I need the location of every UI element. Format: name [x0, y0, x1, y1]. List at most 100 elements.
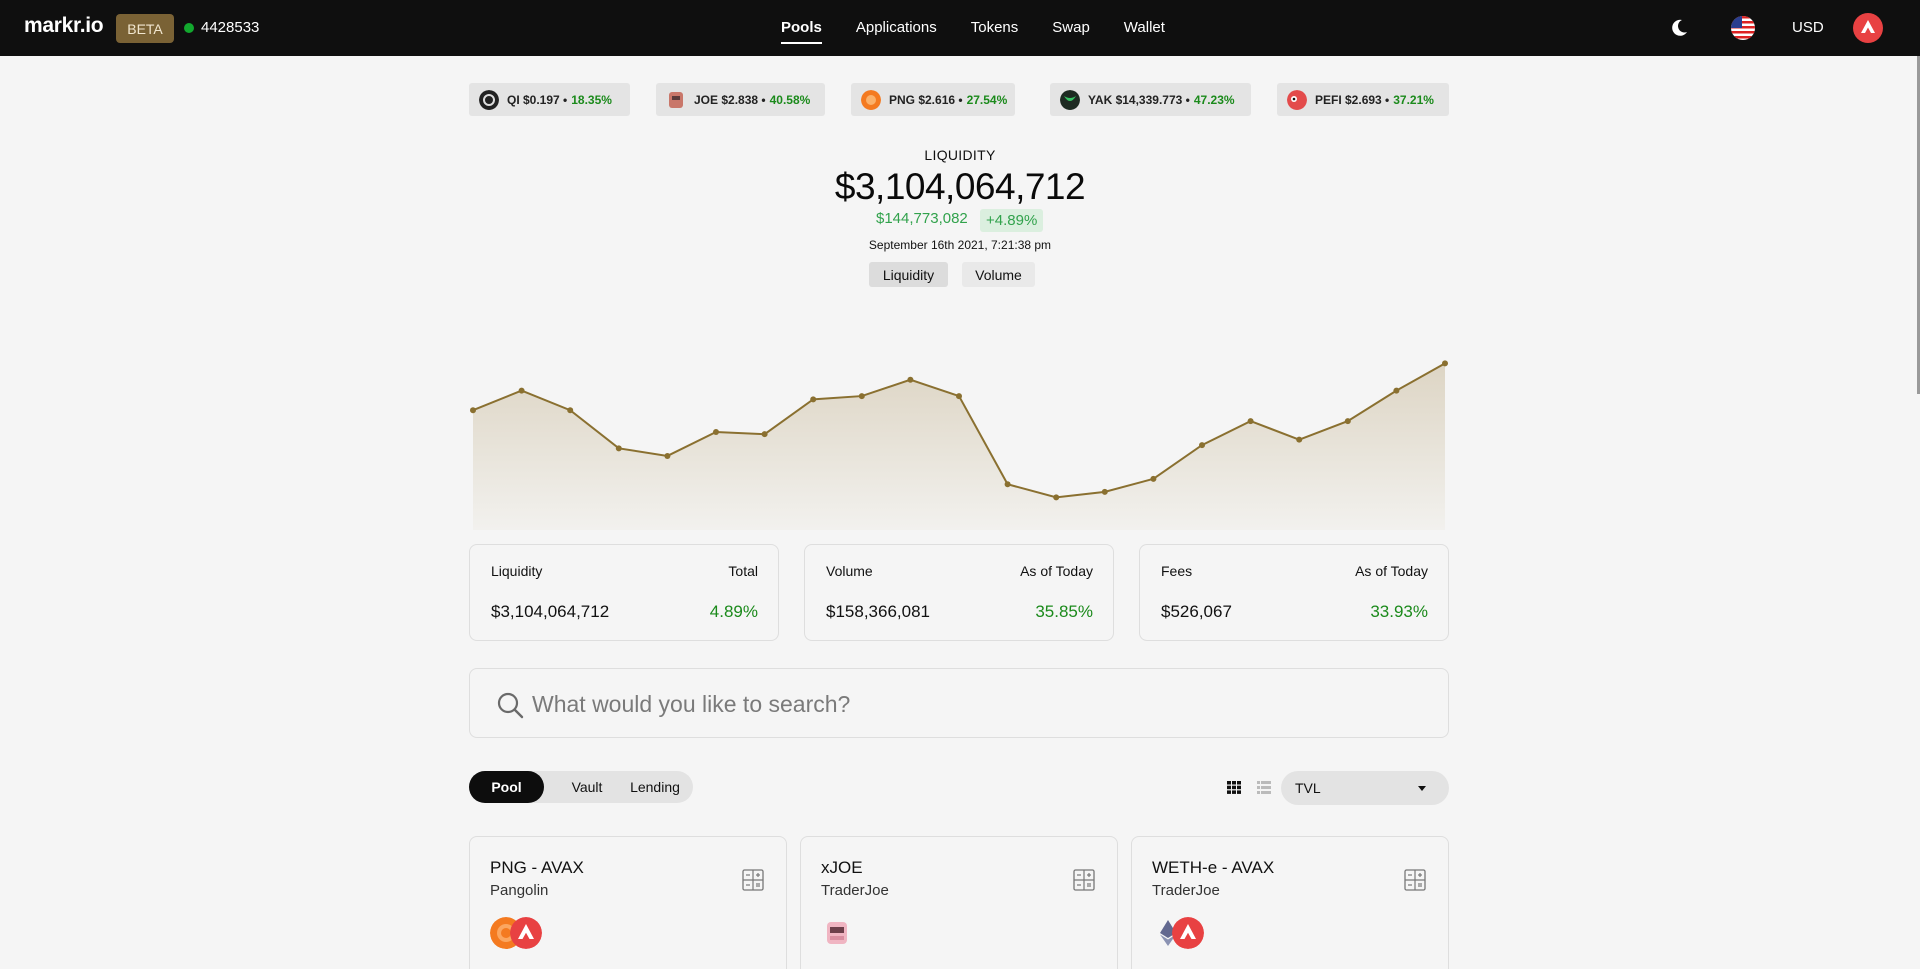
sort-value: TVL	[1295, 780, 1321, 796]
chart-point[interactable]	[956, 393, 962, 400]
chart-point[interactable]	[518, 387, 525, 394]
chart-point[interactable]	[1004, 481, 1011, 488]
volume-toggle[interactable]: Volume	[962, 262, 1035, 287]
pool-dex: Pangolin	[490, 882, 549, 899]
avax-token-icon	[1172, 917, 1204, 949]
xjoe-token-icon	[827, 922, 847, 944]
stat-value: $158,366,081	[826, 602, 930, 621]
nav-tokens[interactable]: Tokens	[970, 19, 1019, 36]
stat-label: Fees	[1161, 563, 1193, 579]
stat-sublabel: As of Today	[1355, 563, 1428, 579]
nav-swap[interactable]: Swap	[1052, 19, 1090, 36]
chart-point[interactable]	[858, 393, 865, 400]
nav-applications[interactable]: Applications	[855, 19, 937, 36]
weth-token-icon	[1160, 920, 1176, 946]
joe-token-icon	[669, 91, 683, 108]
chart-point[interactable]	[470, 407, 476, 414]
chart-area	[473, 363, 1445, 530]
chart-point[interactable]	[1393, 387, 1400, 394]
search-input[interactable]	[532, 687, 1412, 721]
chart-point[interactable]	[1247, 418, 1254, 425]
chart-point[interactable]	[713, 429, 719, 435]
list-view-icon[interactable]	[1257, 781, 1271, 794]
hero-value: $3,104,064,712	[834, 166, 1086, 207]
main-nav: Pools Applications Tokens Swap Wallet	[781, 0, 1199, 56]
chart-point[interactable]	[567, 407, 574, 414]
ticker-pct: 27.54%	[966, 92, 1008, 107]
pool-dex: TraderJoe	[1152, 882, 1220, 899]
tab-vault[interactable]: Vault	[571, 779, 603, 795]
liquidity-chart[interactable]	[469, 330, 1449, 530]
beta-badge: BETA	[116, 14, 174, 43]
ticker-text: PNG $2.616 •	[889, 92, 963, 107]
chart-point[interactable]	[761, 431, 768, 438]
avalanche-network-icon[interactable]	[1853, 13, 1883, 43]
pool-name: PNG - AVAX	[490, 858, 584, 877]
chart-point[interactable]	[664, 452, 671, 459]
ticker-pct: 18.35%	[571, 92, 612, 107]
brand-logo[interactable]: markr.io	[24, 14, 104, 37]
chart-point[interactable]	[1344, 418, 1351, 425]
search-box[interactable]	[469, 668, 1449, 738]
caret-down-icon	[1418, 786, 1426, 791]
stat-sublabel: Total	[728, 563, 758, 579]
scrollbar[interactable]	[1917, 56, 1920, 394]
ticker-yak[interactable]: YAK $14,339.773 • 47.23%	[1050, 83, 1251, 116]
chart-point[interactable]	[907, 376, 914, 383]
pool-name: xJOE	[821, 858, 863, 877]
ticker-text: YAK $14,339.773 •	[1088, 92, 1190, 107]
avax-token-icon	[510, 917, 542, 949]
png-token-icon	[861, 89, 881, 110]
chart-point[interactable]	[1101, 488, 1108, 495]
status-dot-icon	[184, 23, 194, 33]
hero-change: $144,773,082	[876, 210, 968, 227]
chart-point[interactable]	[1053, 494, 1060, 501]
pool-card[interactable]: xJOE TraderJoe	[800, 836, 1118, 969]
search-icon	[497, 692, 524, 719]
nav-wallet[interactable]: Wallet	[1123, 19, 1165, 36]
chart-point[interactable]	[810, 396, 817, 403]
ticker-qi[interactable]: QI $0.197 • 18.35%	[469, 83, 630, 116]
nav-pools[interactable]: Pools	[781, 0, 822, 56]
calculator-icon[interactable]	[1073, 869, 1095, 891]
pool-name: WETH-e - AVAX	[1152, 858, 1275, 877]
ticker-pct: 40.58%	[769, 92, 811, 107]
liquidity-toggle[interactable]: Liquidity	[869, 262, 948, 287]
hero-change-pct: +4.89%	[980, 209, 1044, 232]
currency-selector[interactable]: USD	[1792, 19, 1824, 36]
tab-lending[interactable]: Lending	[630, 779, 680, 795]
block-number: 4428533	[201, 19, 260, 36]
sort-select[interactable]: TVL	[1281, 771, 1449, 805]
stat-value: $3,104,064,712	[491, 602, 610, 621]
ticker-pct: 37.21%	[1393, 92, 1434, 107]
us-flag-icon[interactable]	[1731, 16, 1755, 40]
ticker-pefi[interactable]: PEFI $2.693 • 37.21%	[1277, 83, 1449, 116]
pool-card[interactable]: WETH-e - AVAX TraderJoe	[1131, 836, 1449, 969]
qi-token-icon	[479, 89, 499, 110]
chart-point[interactable]	[1442, 360, 1448, 367]
hero-label: LIQUIDITY	[924, 147, 996, 163]
moon-icon[interactable]	[1668, 17, 1690, 39]
stat-card-volume: Volume As of Today $158,366,081 35.85%	[804, 544, 1114, 641]
pool-dex: TraderJoe	[821, 882, 889, 899]
stat-pct: 4.89%	[709, 602, 758, 621]
chart-point[interactable]	[1150, 475, 1157, 482]
top-navbar: markr.io BETA 4428533 Pools Applications…	[0, 0, 1920, 56]
tab-pool[interactable]: Pool	[469, 771, 544, 803]
ticker-text: QI $0.197 •	[507, 92, 568, 107]
ticker-text: PEFI $2.693 •	[1315, 92, 1390, 107]
chart-point[interactable]	[1296, 436, 1303, 443]
ticker-png[interactable]: PNG $2.616 • 27.54%	[851, 83, 1015, 116]
calculator-icon[interactable]	[742, 869, 764, 891]
ticker-joe[interactable]: JOE $2.838 • 40.58%	[656, 83, 825, 116]
category-tabs: Pool Vault Lending	[469, 771, 693, 803]
chart-point[interactable]	[615, 445, 622, 452]
yak-token-icon	[1060, 89, 1080, 110]
stat-card-liquidity: Liquidity Total $3,104,064,712 4.89%	[469, 544, 779, 641]
stat-card-fees: Fees As of Today $526,067 33.93%	[1139, 544, 1449, 641]
hero-date: September 16th 2021, 7:21:38 pm	[868, 238, 1052, 252]
chart-point[interactable]	[1199, 442, 1205, 449]
calculator-icon[interactable]	[1404, 869, 1426, 891]
grid-view-icon[interactable]	[1227, 781, 1241, 794]
pool-card[interactable]: PNG - AVAX Pangolin	[469, 836, 787, 969]
